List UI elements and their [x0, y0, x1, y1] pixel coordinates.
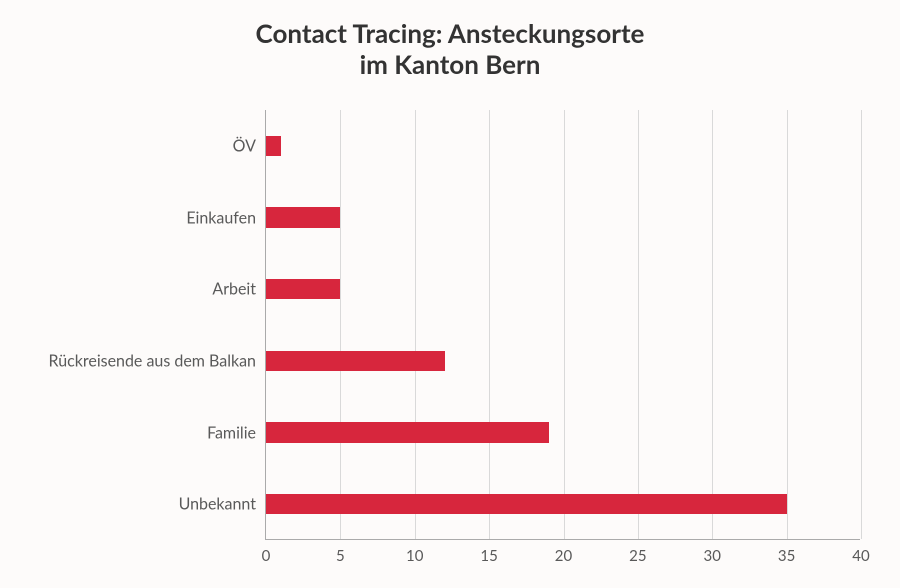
y-axis-label: Unbekannt	[179, 495, 266, 514]
y-axis-label: Familie	[207, 423, 266, 442]
x-tick-label: 35	[778, 547, 795, 565]
bar-row	[266, 351, 860, 371]
y-axis-label: Arbeit	[212, 280, 266, 299]
x-tick-label: 30	[704, 547, 721, 565]
x-tick-label: 25	[629, 547, 646, 565]
x-tick-label: 15	[480, 547, 497, 565]
gridline	[861, 110, 862, 539]
bar	[266, 422, 549, 442]
bar	[266, 351, 445, 371]
x-tick-label: 5	[336, 547, 345, 565]
bar	[266, 136, 281, 156]
bar-row	[266, 207, 860, 227]
gridline	[340, 110, 341, 539]
x-tick-label: 0	[262, 547, 271, 565]
gridline	[564, 110, 565, 539]
x-tick-label: 20	[555, 547, 572, 565]
chart-container: Contact Tracing: Ansteckungsorte im Kant…	[0, 0, 900, 588]
y-axis-label: Einkaufen	[186, 208, 266, 227]
x-tick-label: 10	[406, 547, 423, 565]
bar-row	[266, 279, 860, 299]
gridline	[415, 110, 416, 539]
gridline	[489, 110, 490, 539]
gridline	[712, 110, 713, 539]
bar-row	[266, 494, 860, 514]
bar	[266, 279, 340, 299]
y-axis-label: ÖV	[233, 136, 266, 155]
x-tick-label: 40	[852, 547, 869, 565]
bar	[266, 494, 787, 514]
chart-title: Contact Tracing: Ansteckungsorte im Kant…	[0, 18, 900, 80]
y-axis-label: Rückreisende aus dem Balkan	[49, 351, 267, 370]
bar-row	[266, 422, 860, 442]
bar	[266, 207, 340, 227]
gridline	[638, 110, 639, 539]
bar-row	[266, 136, 860, 156]
plot-area: 0510152025303540ÖVEinkaufenArbeitRückrei…	[265, 110, 860, 540]
gridline	[787, 110, 788, 539]
